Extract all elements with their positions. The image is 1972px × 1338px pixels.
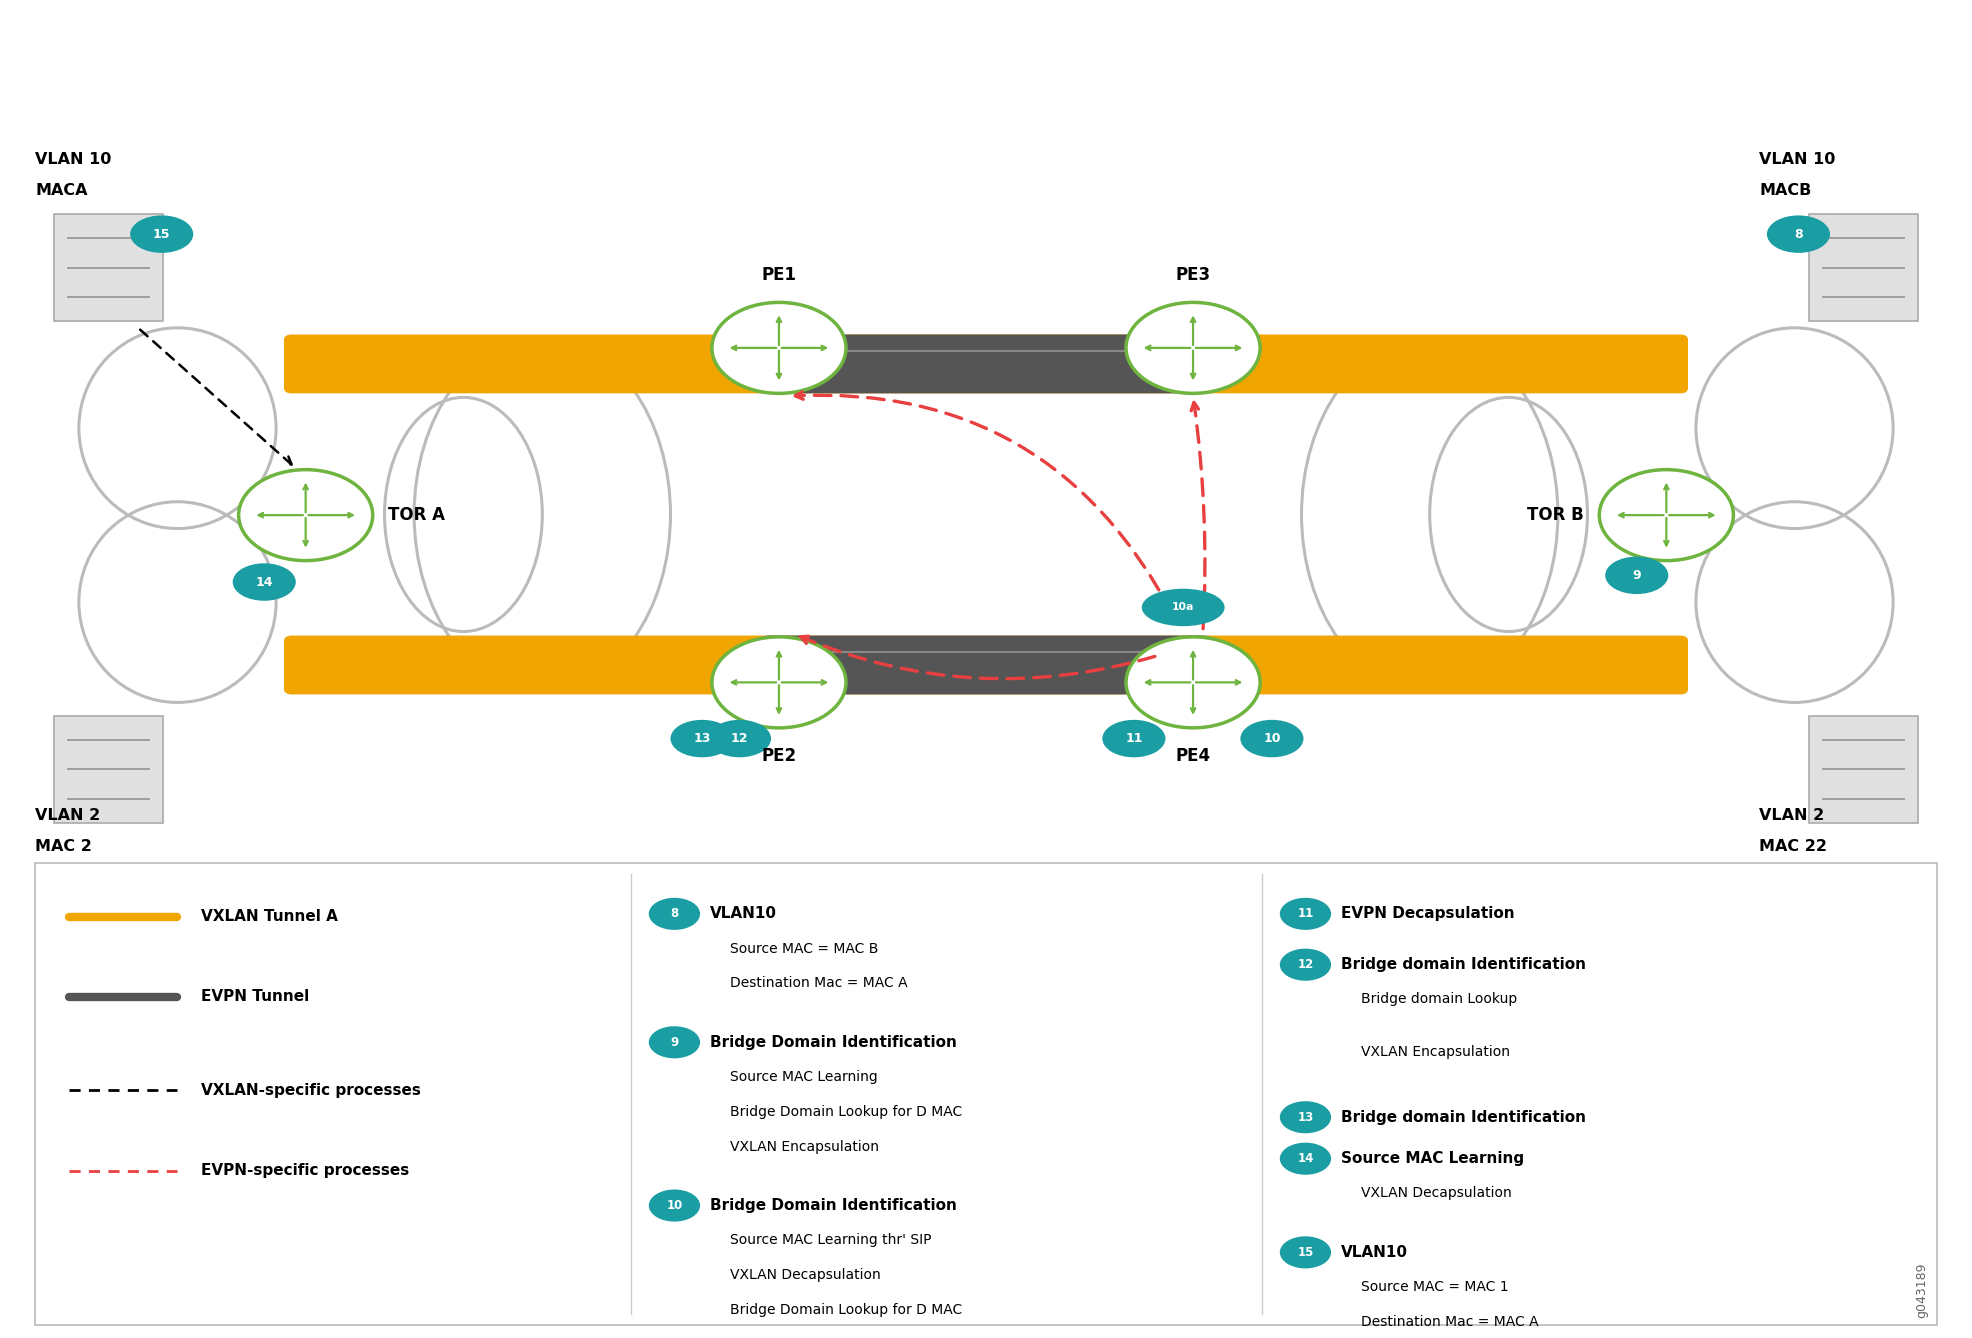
- Text: 13: 13: [694, 732, 710, 745]
- Text: 10: 10: [667, 1199, 682, 1212]
- Text: 10: 10: [1264, 732, 1280, 745]
- Text: PE1: PE1: [761, 266, 797, 284]
- Text: Source MAC Learning thr' SIP: Source MAC Learning thr' SIP: [730, 1234, 931, 1247]
- Text: TOR B: TOR B: [1526, 506, 1584, 524]
- Circle shape: [239, 470, 373, 561]
- Ellipse shape: [1280, 1143, 1331, 1175]
- Ellipse shape: [130, 215, 193, 253]
- Text: VXLAN Encapsulation: VXLAN Encapsulation: [730, 1140, 880, 1153]
- Text: PE2: PE2: [761, 747, 797, 764]
- Text: 15: 15: [1298, 1246, 1313, 1259]
- Text: VLAN 10: VLAN 10: [1759, 153, 1836, 167]
- Ellipse shape: [649, 898, 700, 930]
- Text: 9: 9: [1633, 569, 1641, 582]
- Ellipse shape: [1280, 949, 1331, 981]
- Text: VLAN10: VLAN10: [710, 906, 777, 922]
- Text: MACA: MACA: [35, 183, 89, 198]
- Text: Destination Mac = MAC A: Destination Mac = MAC A: [1361, 1315, 1538, 1329]
- Text: Bridge Domain Identification: Bridge Domain Identification: [710, 1034, 956, 1050]
- Text: Bridge Domain Identification: Bridge Domain Identification: [710, 1198, 956, 1214]
- Text: Source MAC Learning: Source MAC Learning: [730, 1070, 878, 1084]
- Text: TOR A: TOR A: [388, 506, 446, 524]
- Text: VLAN 10: VLAN 10: [35, 153, 112, 167]
- Ellipse shape: [233, 563, 296, 601]
- Text: MACB: MACB: [1759, 183, 1812, 198]
- Text: 12: 12: [732, 732, 747, 745]
- Text: PE4: PE4: [1175, 747, 1211, 764]
- Circle shape: [1599, 470, 1733, 561]
- Text: VXLAN Decapsulation: VXLAN Decapsulation: [1361, 1187, 1511, 1200]
- FancyBboxPatch shape: [284, 334, 1688, 393]
- Text: VLAN10: VLAN10: [1341, 1244, 1408, 1260]
- Text: 12: 12: [1298, 958, 1313, 971]
- Text: Bridge domain Identification: Bridge domain Identification: [1341, 1109, 1585, 1125]
- Text: g043189: g043189: [1915, 1263, 1929, 1318]
- Text: EVPN Decapsulation: EVPN Decapsulation: [1341, 906, 1514, 922]
- Text: Source MAC Learning: Source MAC Learning: [1341, 1151, 1524, 1167]
- Circle shape: [1126, 637, 1260, 728]
- Ellipse shape: [649, 1026, 700, 1058]
- Text: 13: 13: [1298, 1111, 1313, 1124]
- Circle shape: [712, 637, 846, 728]
- Text: 9: 9: [670, 1036, 678, 1049]
- Ellipse shape: [670, 720, 734, 757]
- Text: EVPN-specific processes: EVPN-specific processes: [201, 1163, 410, 1179]
- Text: VLAN 2: VLAN 2: [1759, 808, 1824, 823]
- Circle shape: [712, 302, 846, 393]
- Ellipse shape: [1605, 557, 1668, 594]
- Text: VXLAN Tunnel A: VXLAN Tunnel A: [201, 909, 337, 925]
- Ellipse shape: [1142, 589, 1225, 626]
- FancyBboxPatch shape: [53, 214, 162, 321]
- Text: 14: 14: [1298, 1152, 1313, 1165]
- FancyBboxPatch shape: [284, 636, 1688, 694]
- Text: 15: 15: [154, 227, 170, 241]
- Text: 8: 8: [1795, 227, 1802, 241]
- Text: 8: 8: [670, 907, 678, 921]
- Ellipse shape: [1767, 215, 1830, 253]
- FancyBboxPatch shape: [1810, 716, 1917, 823]
- Text: VXLAN Decapsulation: VXLAN Decapsulation: [730, 1268, 880, 1282]
- Text: VLAN 2: VLAN 2: [35, 808, 101, 823]
- FancyBboxPatch shape: [759, 636, 1213, 694]
- Ellipse shape: [1280, 898, 1331, 930]
- Ellipse shape: [708, 720, 771, 757]
- Ellipse shape: [1102, 720, 1165, 757]
- Text: Bridge domain Lookup: Bridge domain Lookup: [1361, 993, 1516, 1006]
- Text: VXLAN Encapsulation: VXLAN Encapsulation: [1361, 1045, 1511, 1058]
- Ellipse shape: [1240, 720, 1303, 757]
- Text: 10a: 10a: [1171, 602, 1195, 613]
- Text: VXLAN-specific processes: VXLAN-specific processes: [201, 1082, 420, 1098]
- Text: MAC 22: MAC 22: [1759, 839, 1826, 854]
- Text: EVPN Tunnel: EVPN Tunnel: [201, 989, 310, 1005]
- FancyBboxPatch shape: [53, 716, 162, 823]
- FancyBboxPatch shape: [35, 863, 1937, 1325]
- Circle shape: [1126, 302, 1260, 393]
- Ellipse shape: [1280, 1236, 1331, 1268]
- Text: 14: 14: [256, 575, 272, 589]
- Text: 11: 11: [1126, 732, 1142, 745]
- Text: Bridge Domain Lookup for D MAC: Bridge Domain Lookup for D MAC: [730, 1303, 962, 1317]
- Text: Source MAC = MAC B: Source MAC = MAC B: [730, 942, 878, 955]
- Text: Bridge domain Identification: Bridge domain Identification: [1341, 957, 1585, 973]
- Text: 11: 11: [1298, 907, 1313, 921]
- FancyBboxPatch shape: [1810, 214, 1917, 321]
- Text: Bridge Domain Lookup for D MAC: Bridge Domain Lookup for D MAC: [730, 1105, 962, 1119]
- Text: MAC 2: MAC 2: [35, 839, 93, 854]
- Text: PE3: PE3: [1175, 266, 1211, 284]
- FancyBboxPatch shape: [759, 334, 1213, 393]
- Text: Destination Mac = MAC A: Destination Mac = MAC A: [730, 977, 907, 990]
- Ellipse shape: [649, 1189, 700, 1222]
- Ellipse shape: [1280, 1101, 1331, 1133]
- Text: Source MAC = MAC 1: Source MAC = MAC 1: [1361, 1280, 1509, 1294]
